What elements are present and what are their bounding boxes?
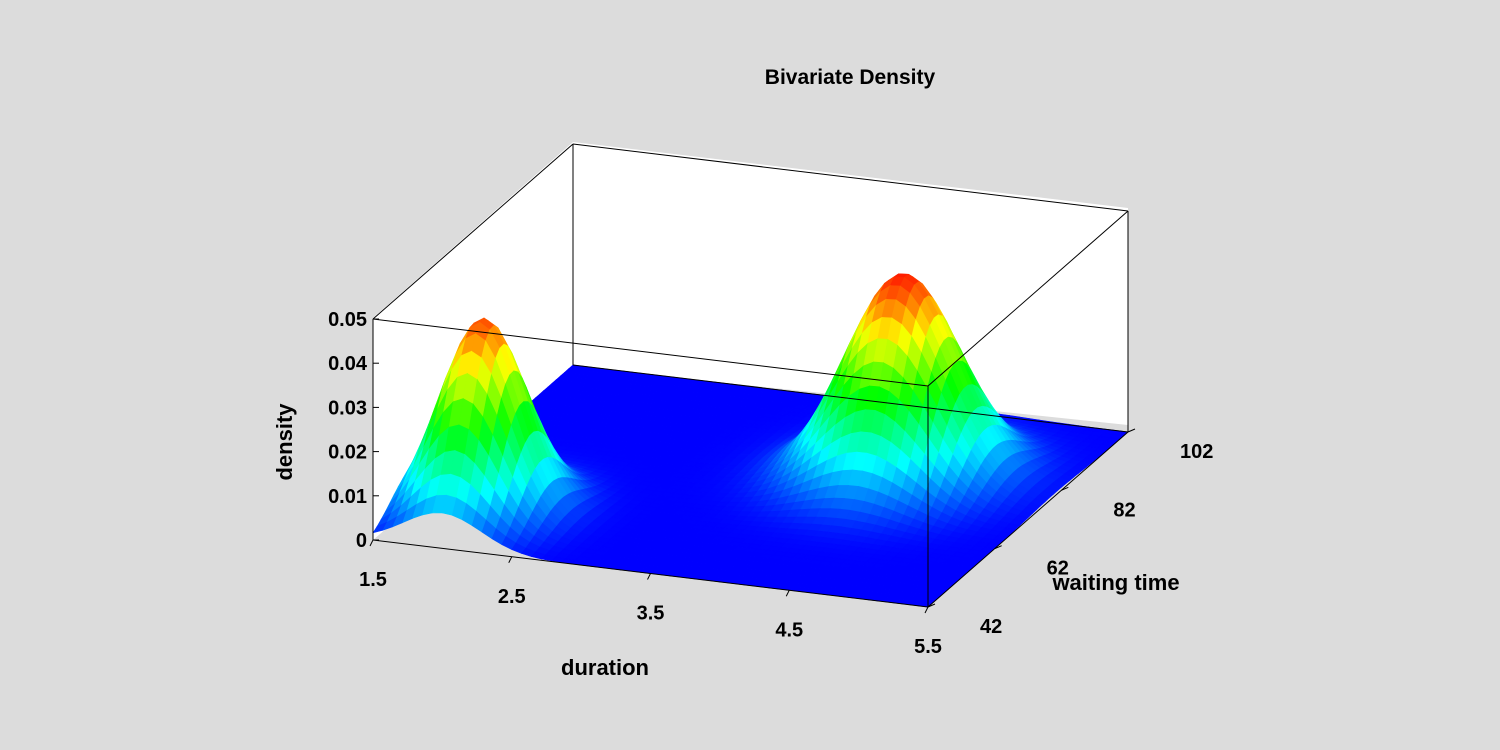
box-frame <box>372 143 1129 608</box>
z-tick-label: 0.02 <box>328 442 367 464</box>
x-tick-label: 4.5 <box>775 619 803 641</box>
axis-ticks: 1.5 2.5 3.5 4.5 5.5 42 62 82 102 0 0.01 0.02 0.03 0.0… <box>328 309 1213 658</box>
frame-edge <box>372 143 574 320</box>
y-tick-mark <box>994 545 1002 550</box>
frame-edge <box>572 364 1129 433</box>
x-tick-label: 5.5 <box>914 636 942 658</box>
z-tick-label: 0.03 <box>328 397 367 419</box>
y-tick-mark <box>1061 486 1069 491</box>
density-surface <box>372 273 1129 608</box>
x-tick-mark <box>369 539 374 547</box>
y-axis-label: waiting time <box>1051 570 1179 595</box>
x-tick-mark <box>647 573 651 580</box>
z-tick-label: 0.01 <box>328 486 367 508</box>
z-tick-label: 0.04 <box>328 353 368 375</box>
y-tick-label: 42 <box>980 616 1002 638</box>
x-tick-label: 3.5 <box>637 603 665 625</box>
y-tick-mark <box>1127 428 1136 433</box>
back-wall <box>573 142 1128 425</box>
x-tick-mark <box>785 590 790 597</box>
x-tick-label: 1.5 <box>359 569 387 591</box>
x-tick-mark <box>508 556 513 563</box>
y-tick-mark <box>927 603 936 608</box>
x-tick-mark <box>924 606 929 614</box>
chart-title: Bivariate Density <box>765 66 936 89</box>
z-axis-label: density <box>272 403 297 481</box>
frame-edge <box>927 210 1129 387</box>
z-tick-label: 0.05 <box>328 309 367 331</box>
y-tick-label: 102 <box>1180 441 1213 463</box>
frame-edge <box>372 318 929 387</box>
y-tick-label: 82 <box>1113 499 1135 521</box>
x-axis-label: duration <box>561 655 649 680</box>
frame-edge <box>927 431 1129 608</box>
z-tick-label: 0 <box>356 530 367 552</box>
y-tick-label: 62 <box>1047 558 1069 580</box>
frame-edge <box>572 143 1129 212</box>
x-tick-label: 2.5 <box>498 586 526 608</box>
